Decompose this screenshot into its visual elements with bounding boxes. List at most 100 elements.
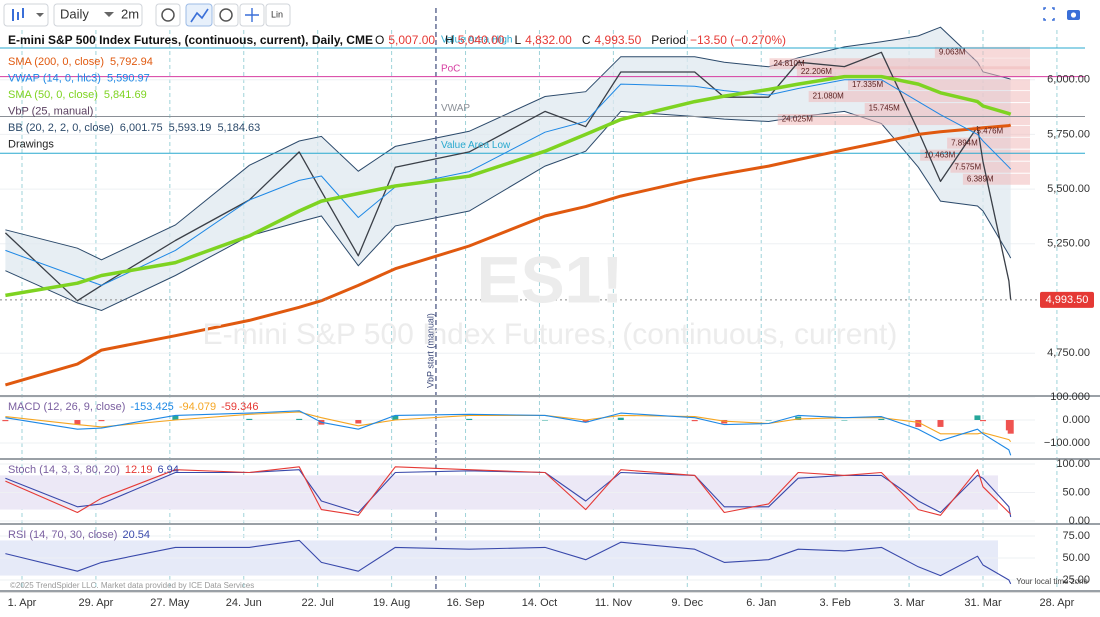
volume-bar — [808, 91, 1030, 103]
y-tick-label: 0.000 — [1062, 414, 1090, 426]
legend-value: 5,590.97 — [107, 72, 150, 84]
indicator-legend: Stoch (14, 3, 3, 80, 20) 12.19 6.94 — [8, 464, 179, 476]
histogram-bar — [974, 415, 981, 421]
chart-title: E-mini S&P 500 Index Futures, (continuou… — [8, 33, 373, 47]
plot-layer — [0, 8, 1085, 591]
legend-entry: BB (20, 2, 2, 0, close) 6,001.75 5,593.19 5… — [8, 122, 260, 134]
indicator-line — [5, 539, 1012, 585]
volume-bar — [920, 149, 1030, 161]
legend-name: VWAP (14, 0, hlc3) — [8, 72, 101, 84]
volume-label: 9.063M — [939, 47, 966, 56]
histogram-bar — [937, 420, 944, 427]
last-price-label: 4,993.50 — [1046, 294, 1089, 306]
ohlc-value: 4,832.00 — [525, 33, 572, 47]
volume-bar — [847, 79, 1030, 91]
legend-name: SMA (200, 0, close) — [8, 56, 104, 68]
interval: Daily — [60, 6, 89, 21]
histogram-bar — [691, 420, 698, 422]
period-key: Period — [651, 33, 686, 47]
y-tick-label: 5,500.00 — [1047, 183, 1090, 195]
timezone: Your local time zone — [1016, 577, 1088, 586]
level-label: Value Area High — [441, 35, 513, 46]
dropdown-caret — [36, 13, 44, 17]
watermark-name: E-mini S&P 500 Index Futures, (continuou… — [203, 318, 898, 351]
indicator-line — [5, 410, 1012, 456]
volume-label: 24.810M — [773, 59, 804, 68]
ohlc-value: 4,993.50 — [595, 33, 642, 47]
volume-label: 7.575M — [954, 162, 981, 171]
x-tick-label: 28. Apr — [1039, 597, 1074, 609]
indicator-value: -94.079 — [179, 401, 216, 413]
legend-value: 5,841.69 — [104, 89, 147, 101]
indicator-value: 6.94 — [157, 464, 178, 476]
fullscreen-button[interactable] — [1043, 7, 1055, 21]
y-tick-label: 50.00 — [1062, 552, 1090, 564]
indicator-legend: RSI (14, 70, 30, close) 20.54 — [8, 529, 150, 541]
legend-entry: VbP (25, manual) — [8, 105, 93, 117]
histogram-bar — [582, 420, 589, 423]
legend-entry: Drawings — [8, 138, 54, 150]
volume-bar — [934, 46, 1030, 58]
histogram-bar — [617, 417, 624, 421]
indicator-line — [5, 466, 1012, 516]
indicator-title: Stoch (14, 3, 3, 80, 20) — [8, 464, 120, 476]
indicator-title: RSI (14, 70, 30, close) — [8, 529, 117, 541]
x-tick-label: 24. Jun — [226, 597, 262, 609]
settings-button[interactable] — [155, 3, 181, 27]
legend-value: 5,792.94 — [110, 56, 153, 68]
level-label: Value Area Low — [441, 140, 511, 151]
y-tick-label: 75.00 — [1062, 530, 1090, 542]
histogram-bar — [296, 418, 303, 421]
y-tick-label: 25.00 — [1062, 574, 1090, 586]
band-fill — [5, 27, 1011, 311]
y-tick-label: 0.00 — [1069, 515, 1090, 527]
replay-button[interactable] — [213, 3, 239, 27]
interval-select[interactable] — [53, 3, 143, 27]
period-value: −13.50 (−0.270%) — [690, 33, 786, 47]
ohlc-value: 5,007.00 — [388, 33, 435, 47]
x-tick-label: 1. Apr — [8, 597, 37, 609]
volume-bar — [769, 58, 1030, 70]
chart-type-button[interactable] — [3, 3, 49, 27]
indicator-value: -59.346 — [221, 401, 258, 413]
ohlc: O 5,007.00 H 5,040.00 L 4,832.00 C 4,993.50 Peri… — [375, 33, 786, 47]
volume-bar — [796, 66, 1030, 78]
legend-name: BB (20, 2, 2, 0, close) — [8, 122, 114, 134]
scale-button[interactable] — [265, 3, 291, 27]
indicator-value: -153.425 — [130, 401, 173, 413]
vbp-start-label: VbP start (manual) — [425, 313, 435, 388]
price-line — [5, 79, 1012, 286]
legend-value: 5,593.19 — [169, 122, 212, 134]
y-tick-label: 100.00 — [1056, 458, 1090, 470]
price-line — [5, 74, 1012, 298]
y-tick-label: 6,000.00 — [1047, 74, 1090, 86]
histogram-bar — [979, 420, 986, 422]
histogram-bar — [915, 420, 922, 427]
watermark-symbol: ES1! — [477, 242, 624, 316]
x-tick-label: 22. Jul — [301, 597, 333, 609]
volume-bar — [962, 173, 1030, 185]
ohlc-key: C — [582, 33, 591, 47]
ohlc-value: 5,040.00 — [458, 33, 505, 47]
histogram-bar — [1007, 420, 1014, 434]
volume-label: 17.335M — [852, 80, 883, 89]
y-tick-label: −100.000 — [1044, 437, 1090, 449]
volume-label: 15.745M — [869, 104, 900, 113]
y-tick-label: 4,750.00 — [1047, 347, 1090, 359]
ohlc-key: O — [375, 33, 384, 47]
volume-bar — [972, 125, 1030, 137]
x-tick-label: 6. Jan — [746, 597, 776, 609]
histogram-bar — [542, 420, 548, 421]
histogram-bar — [246, 418, 253, 421]
legend-entry: SMA (50, 0, close) 5,841.69 — [8, 89, 147, 101]
indicator-line — [5, 411, 1012, 443]
histogram-bar — [392, 415, 399, 421]
settings-icon — [161, 8, 175, 22]
histogram-bar — [74, 420, 81, 425]
timeframe[interactable]: 2m — [121, 6, 139, 21]
last-price-tag — [1040, 291, 1094, 308]
y-tick-label: 5,750.00 — [1047, 128, 1090, 140]
y-tick-label: 50.00 — [1062, 486, 1090, 498]
price-line — [4, 123, 1012, 387]
